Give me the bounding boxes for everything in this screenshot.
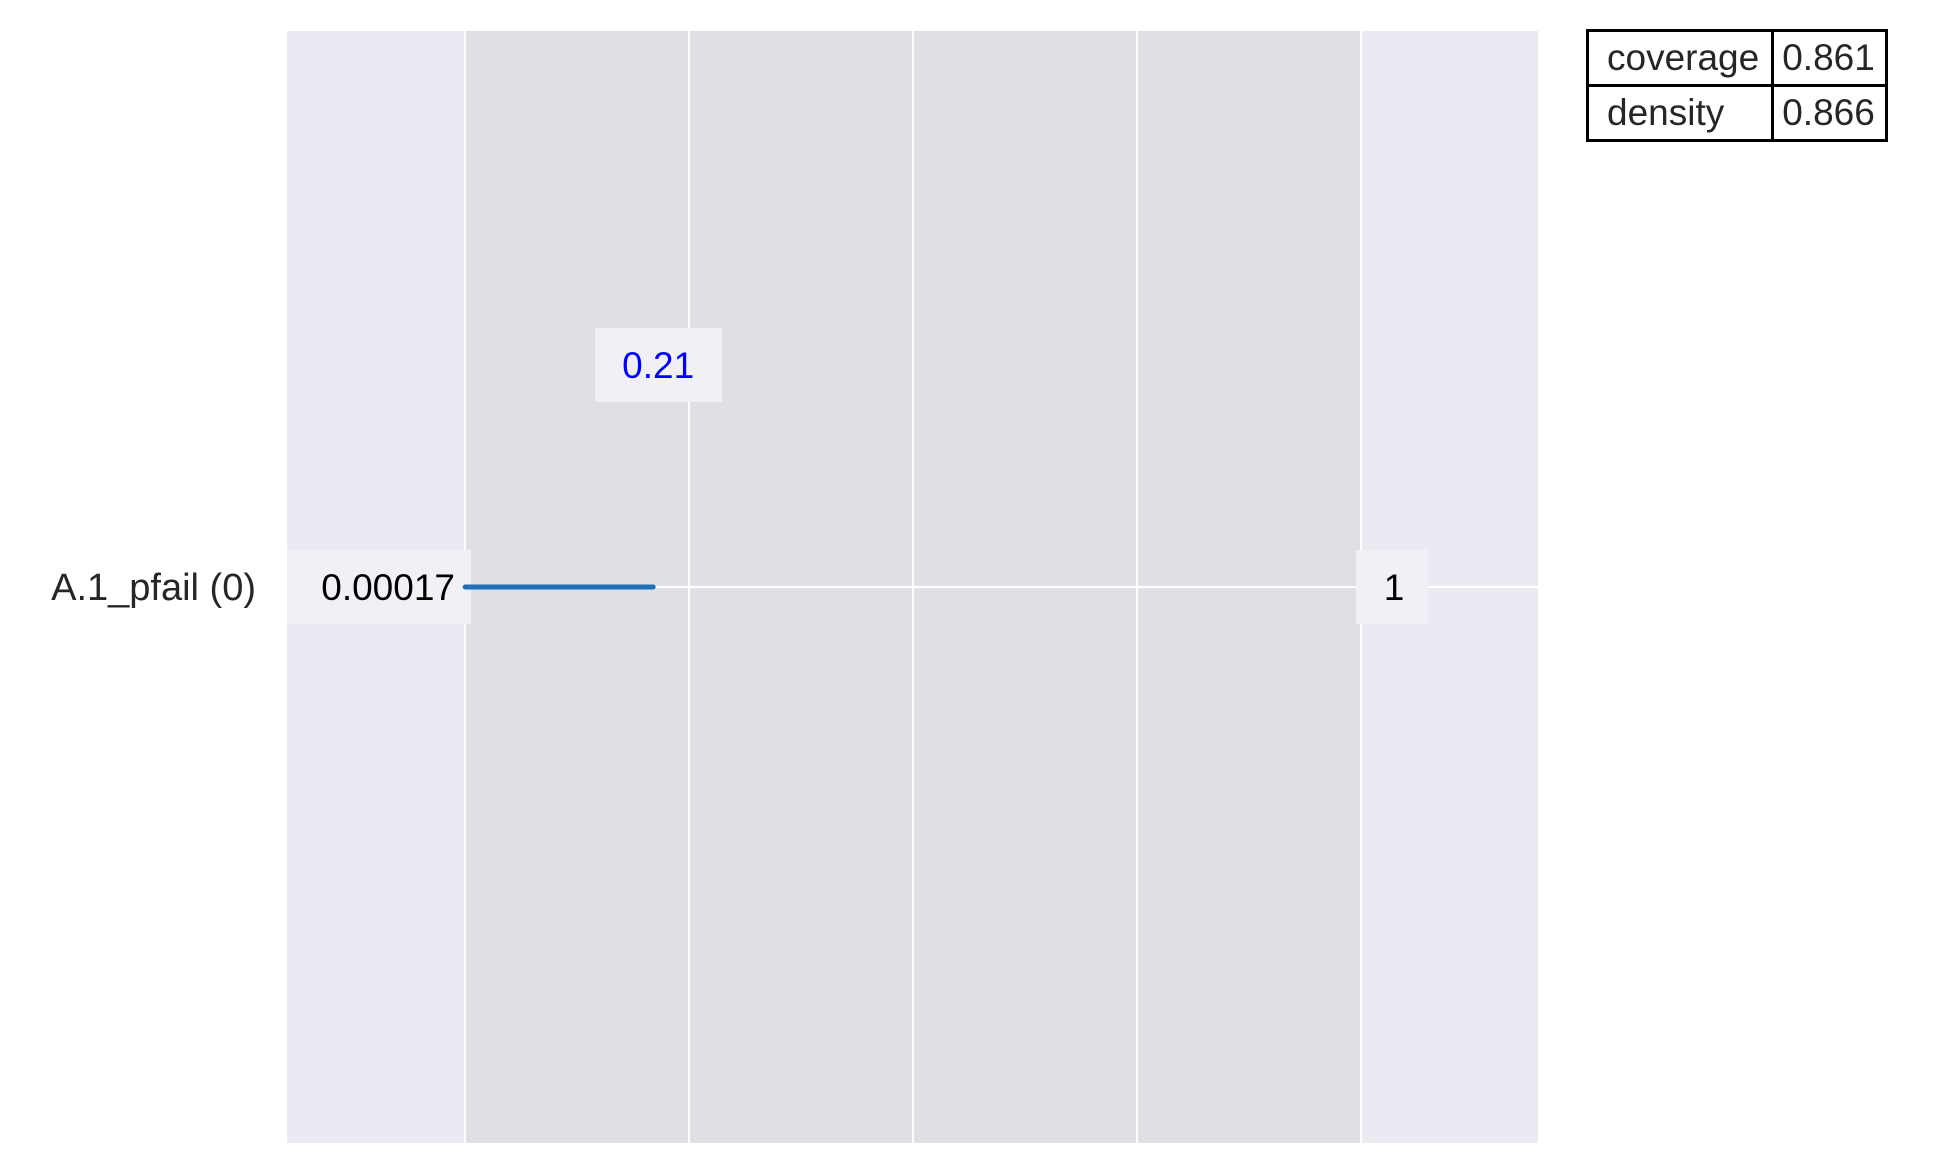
min-label: 0.00017: [321, 567, 455, 608]
stat-value-density: 0.866: [1771, 84, 1888, 142]
max-label: 1: [1384, 567, 1405, 608]
max-label-box: [1356, 550, 1428, 624]
stat-name-density: density: [1585, 84, 1775, 142]
min-label-box: [287, 550, 471, 624]
stat-name-coverage: coverage: [1585, 29, 1775, 87]
row-label: A.1_pfail (0): [51, 567, 256, 609]
box-upper-label: 0.21: [622, 345, 694, 386]
box-upper-label-box: [595, 328, 723, 402]
stats-row-density: density 0.866: [1585, 84, 1888, 142]
rows: A.1_pfail (0) 0.00017 1 0.21: [51, 328, 1538, 624]
row: A.1_pfail (0) 0.00017 1 0.21: [51, 328, 1538, 624]
stat-value-coverage: 0.861: [1771, 29, 1888, 87]
stats-table: coverage 0.861 density 0.866: [1585, 29, 1888, 142]
stats-row-coverage: coverage 0.861: [1585, 29, 1888, 87]
